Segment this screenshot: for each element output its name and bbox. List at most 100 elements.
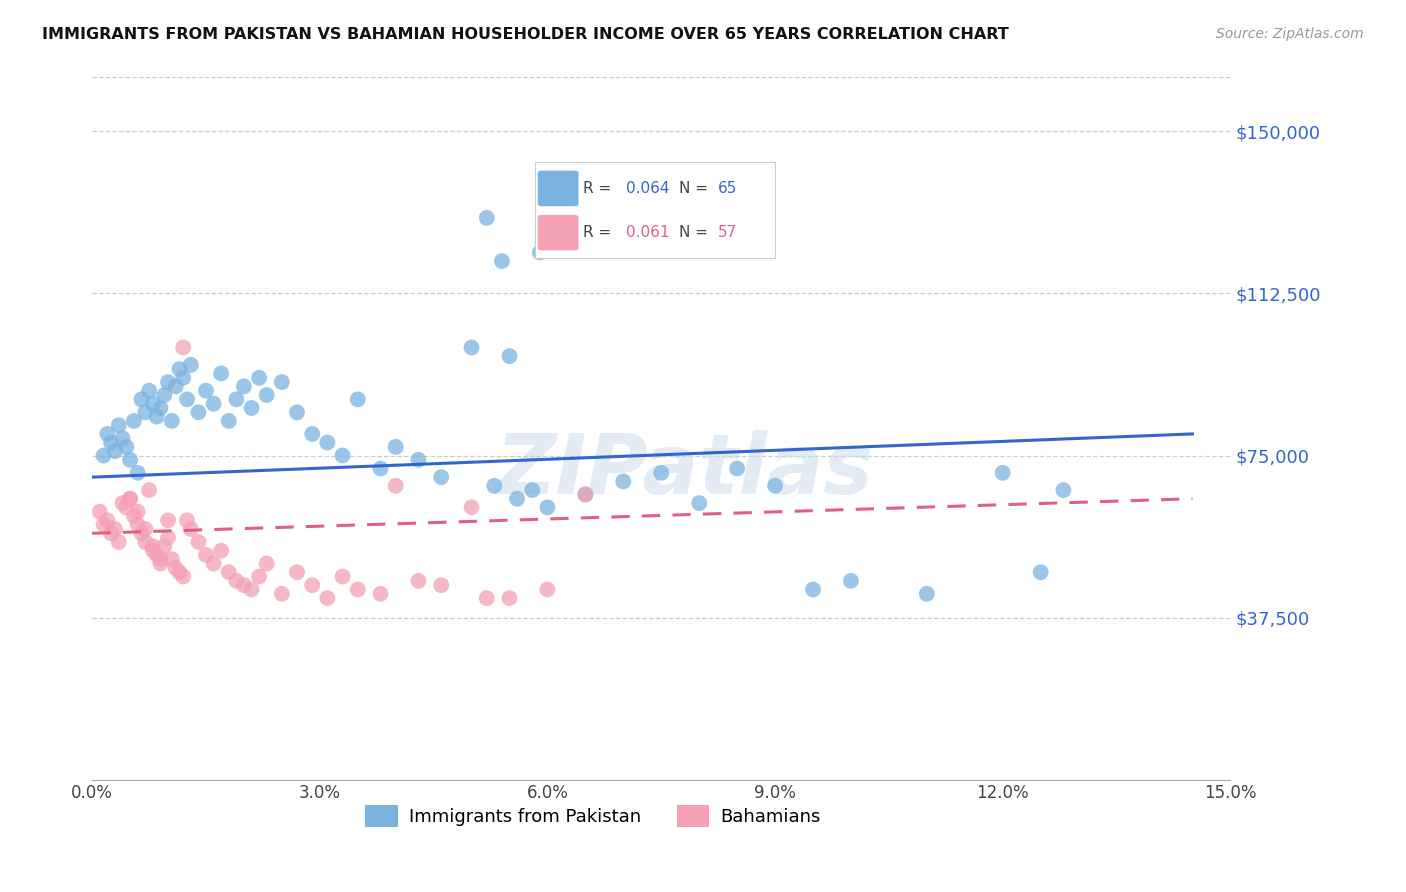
- Point: [127, 505, 149, 519]
- Point: [160, 414, 183, 428]
- Point: [301, 578, 323, 592]
- Legend: Immigrants from Pakistan, Bahamians: Immigrants from Pakistan, Bahamians: [359, 797, 828, 834]
- Point: [127, 466, 149, 480]
- Point: [93, 449, 115, 463]
- Point: [134, 405, 156, 419]
- Point: [142, 397, 165, 411]
- Point: [195, 548, 218, 562]
- Point: [460, 500, 482, 515]
- Point: [688, 496, 710, 510]
- Point: [157, 513, 180, 527]
- Point: [408, 453, 430, 467]
- Point: [176, 513, 198, 527]
- Point: [332, 449, 354, 463]
- Point: [370, 461, 392, 475]
- Point: [120, 453, 142, 467]
- Point: [93, 517, 115, 532]
- Point: [100, 526, 122, 541]
- Point: [187, 535, 209, 549]
- Point: [430, 470, 453, 484]
- Point: [153, 539, 176, 553]
- Point: [285, 565, 308, 579]
- Point: [145, 548, 167, 562]
- Point: [301, 426, 323, 441]
- Point: [612, 475, 634, 489]
- Point: [1052, 483, 1074, 497]
- Point: [107, 535, 129, 549]
- Point: [122, 414, 145, 428]
- Point: [232, 578, 254, 592]
- Point: [134, 522, 156, 536]
- Point: [218, 565, 240, 579]
- Point: [650, 466, 672, 480]
- Point: [172, 370, 194, 384]
- Point: [172, 341, 194, 355]
- Point: [131, 526, 153, 541]
- Point: [160, 552, 183, 566]
- Point: [131, 392, 153, 407]
- Point: [506, 491, 529, 506]
- Point: [475, 591, 498, 606]
- Point: [491, 254, 513, 268]
- Point: [232, 379, 254, 393]
- Point: [138, 384, 160, 398]
- Point: [498, 591, 520, 606]
- Point: [225, 574, 247, 588]
- Point: [522, 483, 544, 497]
- Point: [498, 349, 520, 363]
- Point: [801, 582, 824, 597]
- Point: [180, 522, 202, 536]
- Text: 65: 65: [717, 181, 737, 196]
- Point: [270, 587, 292, 601]
- Point: [142, 543, 165, 558]
- Point: [115, 500, 138, 515]
- Point: [187, 405, 209, 419]
- Point: [1029, 565, 1052, 579]
- Point: [915, 587, 938, 601]
- Point: [839, 574, 862, 588]
- Point: [122, 509, 145, 524]
- Point: [96, 513, 118, 527]
- Text: IMMIGRANTS FROM PAKISTAN VS BAHAMIAN HOUSEHOLDER INCOME OVER 65 YEARS CORRELATIO: IMMIGRANTS FROM PAKISTAN VS BAHAMIAN HOU…: [42, 27, 1010, 42]
- Point: [202, 557, 225, 571]
- Point: [153, 388, 176, 402]
- Point: [316, 591, 339, 606]
- Point: [247, 569, 270, 583]
- Point: [225, 392, 247, 407]
- Point: [209, 367, 232, 381]
- Point: [89, 505, 111, 519]
- Point: [157, 531, 180, 545]
- Point: [149, 557, 172, 571]
- Point: [574, 487, 596, 501]
- Point: [384, 479, 406, 493]
- Point: [346, 582, 368, 597]
- Point: [484, 479, 506, 493]
- Point: [165, 561, 187, 575]
- Point: [127, 517, 149, 532]
- Text: N =: N =: [679, 225, 713, 240]
- Text: Source: ZipAtlas.com: Source: ZipAtlas.com: [1216, 27, 1364, 41]
- Text: 0.064: 0.064: [627, 181, 669, 196]
- Point: [346, 392, 368, 407]
- Point: [100, 435, 122, 450]
- Point: [111, 431, 134, 445]
- Point: [408, 574, 430, 588]
- Point: [763, 479, 786, 493]
- Point: [142, 539, 165, 553]
- Point: [370, 587, 392, 601]
- Point: [149, 401, 172, 415]
- Point: [145, 409, 167, 424]
- Point: [536, 582, 558, 597]
- Point: [134, 535, 156, 549]
- Point: [169, 565, 191, 579]
- FancyBboxPatch shape: [537, 215, 578, 251]
- Point: [529, 245, 551, 260]
- Point: [430, 578, 453, 592]
- Point: [725, 461, 748, 475]
- Point: [157, 375, 180, 389]
- Point: [991, 466, 1014, 480]
- Point: [202, 397, 225, 411]
- Text: 0.061: 0.061: [627, 225, 669, 240]
- FancyBboxPatch shape: [537, 170, 578, 206]
- Point: [218, 414, 240, 428]
